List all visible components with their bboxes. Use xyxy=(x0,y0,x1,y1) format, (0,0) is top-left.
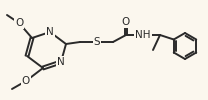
Text: O: O xyxy=(122,17,130,27)
Text: O: O xyxy=(22,76,30,86)
Text: O: O xyxy=(15,18,23,28)
Text: N: N xyxy=(57,57,65,67)
Text: S: S xyxy=(94,37,100,47)
Text: NH: NH xyxy=(135,30,151,40)
Text: N: N xyxy=(46,27,54,37)
